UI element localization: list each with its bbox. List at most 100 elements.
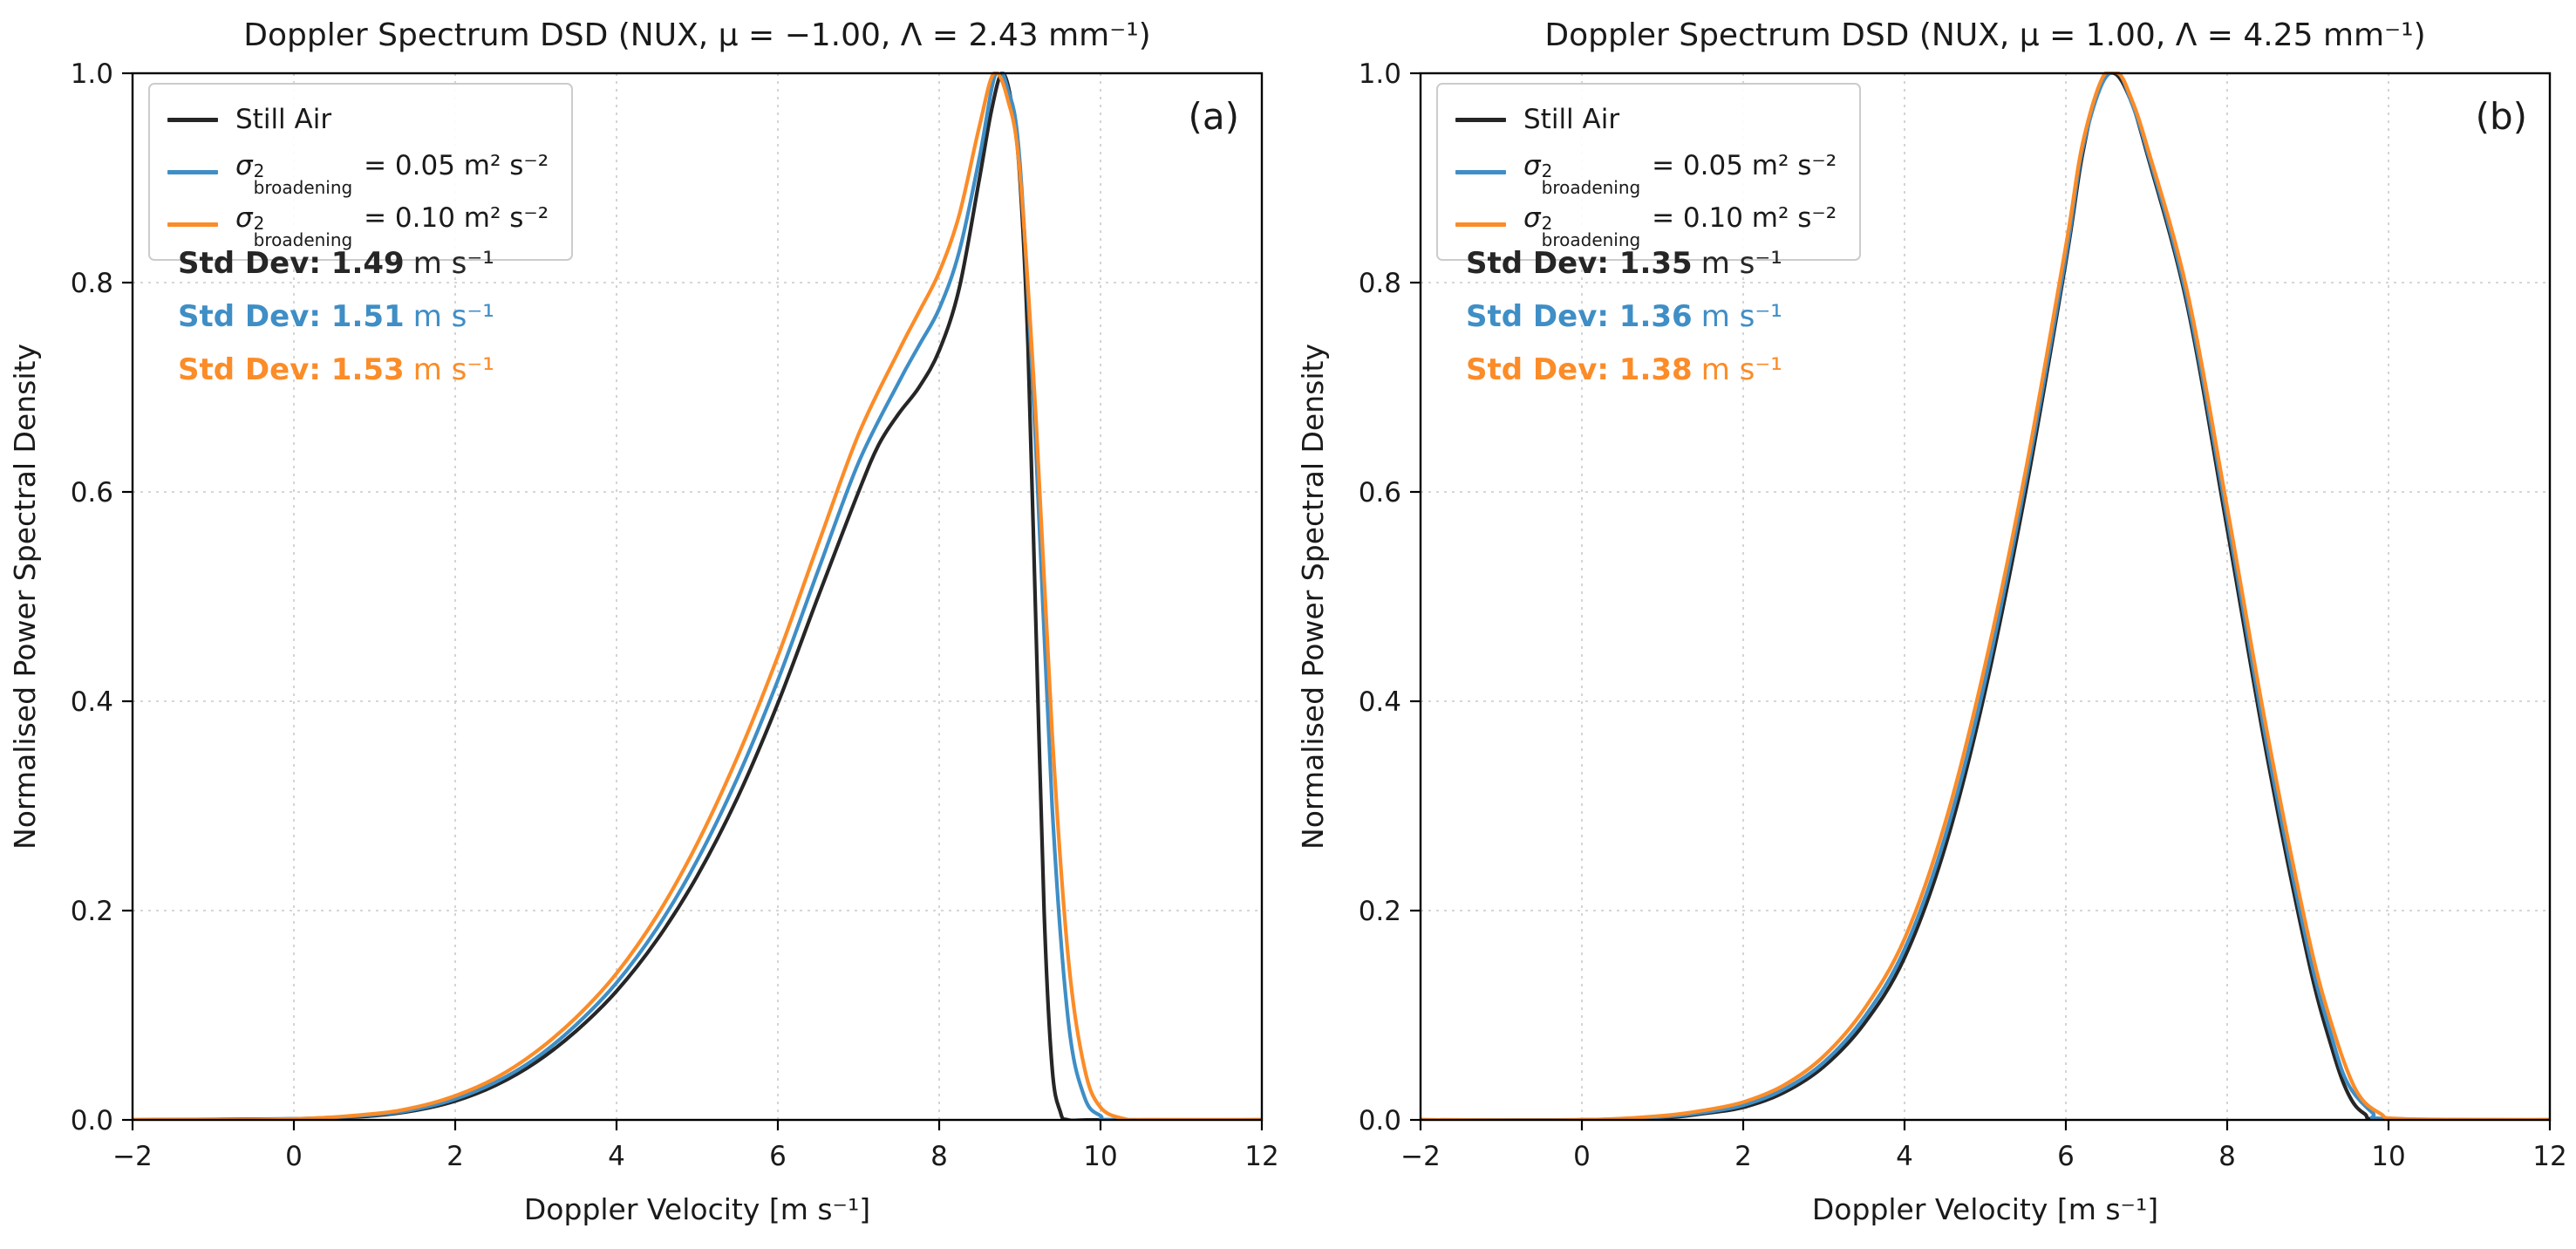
- std-dev-unit: m s⁻¹: [1700, 351, 1782, 387]
- legend-swatch-broadening-010: [167, 222, 218, 227]
- plot-frame: [131, 72, 1264, 1122]
- legend-item-broadening-010: σ 2 broadening = 0.10 m² s⁻²: [1455, 201, 1837, 250]
- x-axis: −2 0 2 4 6 8 10 12: [1400, 1120, 2567, 1172]
- x-tick-label: 0: [285, 1141, 303, 1172]
- sigma-supsub: 2 broadening: [254, 215, 353, 249]
- sigma-subscript: broadening: [253, 229, 353, 250]
- legend-value: = 0.05 m² s⁻²: [355, 150, 549, 181]
- series-line-still-air: [133, 72, 1262, 1120]
- sigma-exponent: 2: [253, 213, 265, 234]
- legend-value: = 0.10 m² s⁻²: [355, 202, 549, 234]
- legend-label-broadening-010: σ 2 broadening = 0.10 m² s⁻²: [235, 202, 549, 249]
- chart-b-canvas: −2 0 2 4 6 8 10 12 0.0 0.2 0.4 0.6 0.8 1.0 Doppler Spe…: [1296, 17, 2567, 1226]
- std-dev-value: Std Dev: 1.38: [1466, 351, 1693, 387]
- y-axis-label: Normalised Power Spectral Density: [1296, 344, 1330, 850]
- y-tick-label: 0.6: [71, 477, 113, 508]
- sigma-exponent: 2: [1541, 160, 1553, 181]
- y-axis: 0.0 0.2 0.4 0.6 0.8 1.0: [71, 58, 133, 1136]
- sigma-subscript: broadening: [1541, 177, 1641, 198]
- chart-a-canvas: −2 0 2 4 6 8 10 12 0.0 0.2 0.4 0.6 0.8 1.0 Doppler Spe…: [8, 17, 1279, 1226]
- legend-item-broadening-005: σ 2 broadening = 0.05 m² s⁻²: [167, 149, 549, 196]
- x-axis-label: Doppler Velocity [m s⁻¹]: [1812, 1192, 2158, 1226]
- std-dev-broadening-010: Std Dev: 1.38 m s⁻¹: [1466, 351, 1782, 391]
- legend-value: = 0.10 m² s⁻²: [1643, 202, 1837, 234]
- std-dev-unit: m s⁻¹: [1700, 298, 1782, 334]
- sigma-symbol: σ: [1523, 150, 1541, 181]
- x-tick-label: 10: [1083, 1141, 1117, 1172]
- x-tick-label: 6: [2057, 1141, 2075, 1172]
- panel-b: −2 0 2 4 6 8 10 12 0.0 0.2 0.4 0.6 0.8 1.0 Doppler Spe…: [1288, 0, 2576, 1249]
- x-tick-label: 0: [1573, 1141, 1591, 1172]
- legend-swatch-broadening-010: [1455, 222, 1506, 227]
- y-axis-label: Normalised Power Spectral Density: [8, 344, 42, 850]
- legend-item-still-air: Still Air: [1455, 97, 1837, 142]
- chart-title: Doppler Spectrum DSD (NUX, μ = 1.00, Λ =…: [1544, 17, 2425, 53]
- std-dev-annotations: Std Dev: 1.49 m s⁻¹ Std Dev: 1.51 m s⁻¹ St…: [178, 244, 494, 391]
- legend-item-broadening-005: σ 2 broadening = 0.05 m² s⁻²: [1455, 149, 1837, 196]
- std-dev-still-air: Std Dev: 1.49 m s⁻¹: [178, 244, 494, 284]
- sigma-supsub: 2 broadening: [254, 162, 353, 196]
- legend-swatch-still-air: [1455, 117, 1506, 122]
- sigma-symbol: σ: [235, 150, 253, 181]
- x-tick-label: 2: [1734, 1141, 1752, 1172]
- std-dev-unit: m s⁻¹: [1700, 246, 1782, 281]
- x-tick-label: −2: [1400, 1141, 1441, 1172]
- series-line-broadening-010: [1421, 72, 2550, 1120]
- sigma-supsub: 2 broadening: [1542, 162, 1641, 196]
- legend-label-broadening-005: σ 2 broadening = 0.05 m² s⁻²: [235, 150, 549, 196]
- chart-title: Doppler Spectrum DSD (NUX, μ = −1.00, Λ …: [243, 17, 1150, 53]
- legend-swatch-broadening-005: [167, 169, 218, 174]
- std-dev-still-air: Std Dev: 1.35 m s⁻¹: [1466, 244, 1782, 284]
- std-dev-value: Std Dev: 1.35: [1466, 246, 1693, 281]
- y-tick-label: 0.0: [71, 1105, 113, 1136]
- x-tick-label: 6: [769, 1141, 787, 1172]
- x-tick-label: 10: [2371, 1141, 2405, 1172]
- sigma-symbol: σ: [235, 202, 253, 234]
- legend-label-still-air: Still Air: [1523, 104, 1620, 135]
- y-tick-label: 0.4: [71, 686, 113, 718]
- y-tick-label: 0.8: [1359, 268, 1401, 299]
- std-dev-value: Std Dev: 1.36: [1466, 298, 1693, 334]
- y-tick-label: 0.2: [1359, 896, 1401, 927]
- x-axis: −2 0 2 4 6 8 10 12: [112, 1120, 1279, 1172]
- std-dev-unit: m s⁻¹: [412, 298, 494, 334]
- std-dev-annotations: Std Dev: 1.35 m s⁻¹ Std Dev: 1.36 m s⁻¹ St…: [1466, 244, 1782, 391]
- legend-value: = 0.05 m² s⁻²: [1643, 150, 1837, 181]
- sigma-symbol: σ: [1523, 202, 1541, 234]
- y-tick-label: 0.2: [71, 896, 113, 927]
- legend-item-broadening-010: σ 2 broadening = 0.10 m² s⁻²: [167, 201, 549, 249]
- plot-frame: [1419, 72, 2552, 1122]
- sigma-subscript: broadening: [253, 177, 353, 198]
- y-axis: 0.0 0.2 0.4 0.6 0.8 1.0: [1359, 58, 1421, 1136]
- y-tick-label: 1.0: [71, 58, 113, 90]
- x-tick-label: 2: [446, 1141, 464, 1172]
- x-tick-label: 4: [1896, 1141, 1913, 1172]
- x-axis-label: Doppler Velocity [m s⁻¹]: [524, 1192, 870, 1226]
- series-lines: [1421, 72, 2550, 1120]
- legend-label-still-air: Still Air: [235, 104, 332, 135]
- panel-label: (a): [1188, 95, 1239, 138]
- x-tick-label: 8: [930, 1141, 948, 1172]
- legend-label-broadening-010: σ 2 broadening = 0.10 m² s⁻²: [1523, 202, 1837, 250]
- x-tick-label: −2: [112, 1141, 153, 1172]
- legend-item-still-air: Still Air: [167, 97, 549, 142]
- std-dev-broadening-010: Std Dev: 1.53 m s⁻¹: [178, 351, 494, 391]
- std-dev-value: Std Dev: 1.51: [178, 298, 405, 334]
- series-lines: [133, 72, 1262, 1120]
- std-dev-broadening-005: Std Dev: 1.51 m s⁻¹: [178, 297, 494, 338]
- x-tick-label: 12: [2532, 1141, 2566, 1172]
- x-tick-label: 4: [608, 1141, 625, 1172]
- std-dev-unit: m s⁻¹: [412, 351, 494, 387]
- y-tick-label: 0.8: [71, 268, 113, 299]
- x-tick-label: 12: [1244, 1141, 1278, 1172]
- std-dev-unit: m s⁻¹: [412, 246, 494, 281]
- series-line-broadening-010: [133, 72, 1262, 1120]
- panel-label: (b): [2476, 95, 2527, 138]
- std-dev-value: Std Dev: 1.53: [178, 351, 405, 387]
- legend-label-broadening-005: σ 2 broadening = 0.05 m² s⁻²: [1523, 150, 1837, 196]
- legend-swatch-broadening-005: [1455, 169, 1506, 174]
- sigma-subscript: broadening: [1541, 229, 1641, 250]
- x-tick-label: 8: [2218, 1141, 2236, 1172]
